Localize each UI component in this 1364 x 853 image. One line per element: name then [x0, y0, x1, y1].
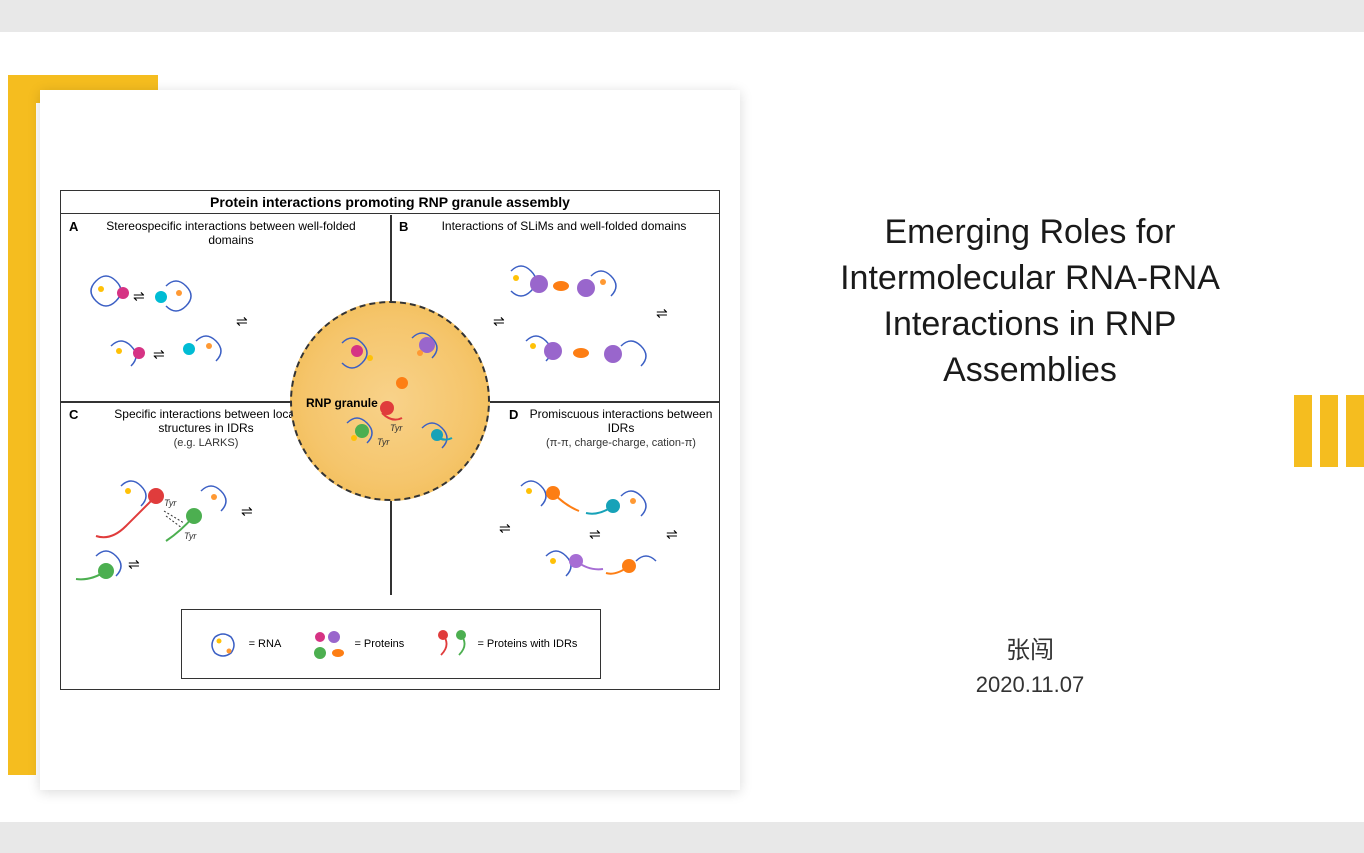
svg-text:⇌: ⇌	[499, 520, 511, 536]
rna-icon	[205, 625, 243, 663]
legend-rna-label: = RNA	[249, 638, 282, 650]
legend-rna: = RNA	[205, 625, 282, 663]
svg-text:Tyr: Tyr	[184, 531, 197, 541]
figure-legend: = RNA = Proteins	[181, 609, 601, 679]
accent-bar-2	[1320, 395, 1338, 467]
panel-a-caption: Stereospecific interactions between well…	[101, 219, 361, 248]
svg-text:Tyr: Tyr	[377, 437, 390, 447]
svg-text:⇌: ⇌	[128, 556, 140, 572]
panel-c-caption: Specific interactions between local stru…	[91, 407, 321, 436]
figure-panel: Protein interactions promoting RNP granu…	[40, 90, 740, 790]
panel-b-molecules-icon: ⇌ ⇌	[481, 246, 711, 396]
svg-text:⇌: ⇌	[133, 288, 145, 304]
panel-b-label: B	[399, 219, 408, 234]
accent-bar-left-vertical	[8, 75, 36, 775]
panel-b-caption: Interactions of SLiMs and well-folded do…	[419, 219, 709, 233]
legend-proteins-idr-label: = Proteins with IDRs	[477, 638, 577, 650]
proteins-idr-icon	[433, 625, 471, 663]
panel-c-subcaption: (e.g. LARKS)	[91, 437, 321, 449]
presentation-date: 2020.11.07	[800, 672, 1260, 698]
svg-text:⇌: ⇌	[236, 313, 248, 329]
panel-c-label: C	[69, 407, 78, 422]
accent-bars-right	[1294, 395, 1364, 467]
panel-d-molecules-icon: ⇌ ⇌ ⇌	[491, 461, 716, 601]
author-name: 张闯	[800, 630, 1260, 665]
legend-proteins-idr: = Proteins with IDRs	[433, 625, 577, 663]
panel-d-label: D	[509, 407, 518, 422]
svg-text:⇌: ⇌	[493, 313, 505, 329]
svg-text:⇌: ⇌	[666, 526, 678, 542]
svg-text:Tyr: Tyr	[164, 498, 177, 508]
proteins-icon	[310, 625, 348, 663]
panel-d-subcaption: (π-π, charge-charge, cation-π)	[521, 437, 721, 449]
accent-bar-1	[1294, 395, 1312, 467]
slide-title: Emerging Roles for Intermolecular RNA-RN…	[800, 210, 1260, 394]
panel-a-label: A	[69, 219, 78, 234]
panel-d-caption: Promiscuous interactions between IDRs	[521, 407, 721, 436]
figure-grid: Protein interactions promoting RNP granu…	[60, 190, 720, 690]
svg-text:⇌: ⇌	[241, 503, 253, 519]
panel-c-molecules-icon: Tyr Tyr ⇌ ⇌	[66, 461, 296, 601]
accent-bar-3	[1346, 395, 1364, 467]
legend-proteins: = Proteins	[310, 625, 404, 663]
figure-main-title: Protein interactions promoting RNP granu…	[61, 191, 719, 214]
legend-proteins-label: = Proteins	[354, 638, 404, 650]
granule-label: RNP granule	[306, 396, 378, 410]
svg-text:⇌: ⇌	[589, 526, 601, 542]
svg-text:Tyr: Tyr	[390, 423, 403, 433]
slide-title-block: Emerging Roles for Intermolecular RNA-RN…	[800, 210, 1260, 394]
panel-a-molecules-icon: ⇌ ⇌ ⇌	[71, 251, 291, 391]
svg-text:⇌: ⇌	[656, 305, 668, 321]
svg-text:⇌: ⇌	[153, 346, 165, 362]
